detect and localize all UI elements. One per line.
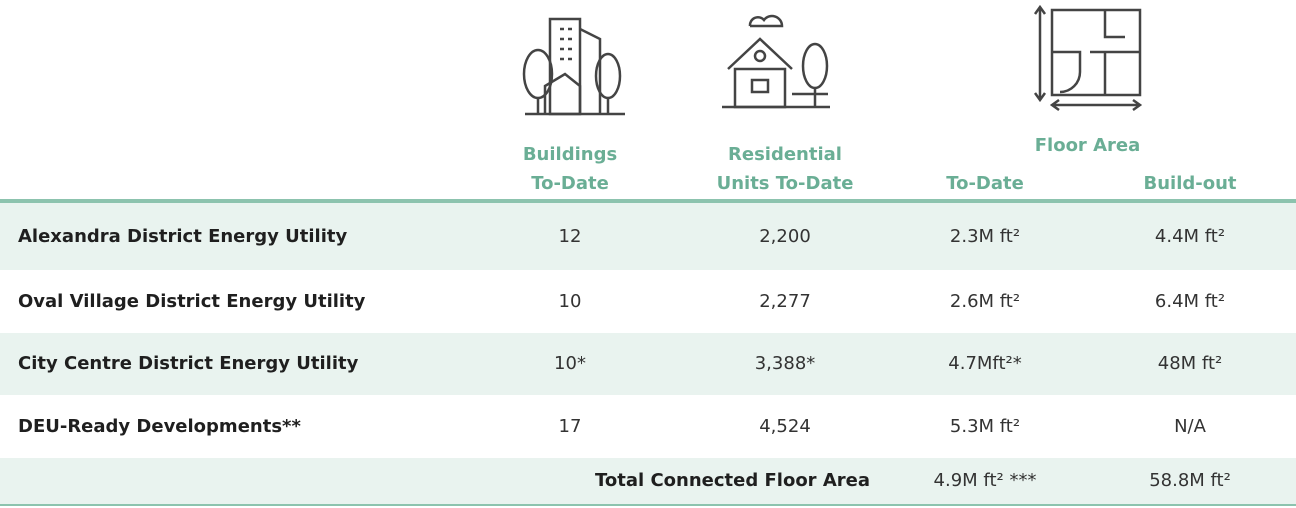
total-build-out: 58.8M ft²	[1149, 470, 1231, 491]
cell: 2.6M ft²	[949, 290, 1021, 312]
cell: 4.4M ft²	[1154, 225, 1226, 247]
cell: 6.4M ft²	[1154, 290, 1226, 312]
cell: 4.7Mft²*	[948, 353, 1022, 374]
buildings-icon	[522, 17, 625, 116]
cell: 2,277	[759, 290, 811, 312]
floor-plan-icon	[1033, 4, 1143, 112]
row-label: Oval Village District Energy Utility	[18, 290, 366, 312]
cell: 2,200	[759, 225, 811, 247]
total-to-date: 4.9M ft² ***	[933, 470, 1037, 491]
header-line: To-Date	[531, 173, 609, 194]
row-shade	[0, 203, 1296, 270]
row-label: City Centre District Energy Utility	[18, 353, 359, 374]
total-label: Total Connected Floor Area	[595, 470, 870, 491]
cell: 17	[558, 415, 582, 437]
header-line: Buildings	[522, 144, 618, 165]
build-out-header: Build-out	[1143, 173, 1237, 194]
cell: 48M ft²	[1157, 353, 1223, 374]
row-label: Alexandra District Energy Utility	[18, 225, 348, 247]
bottom-rule	[0, 504, 1296, 506]
cell: N/A	[1174, 415, 1206, 437]
residential-icon	[722, 14, 830, 109]
cell: 4,524	[759, 415, 811, 437]
cell: 10	[558, 290, 582, 312]
row-label: DEU-Ready Developments**	[18, 415, 301, 437]
cell: 5.3M ft²	[949, 415, 1021, 437]
to-date-header: To-Date	[946, 173, 1024, 194]
cell: 3,388*	[754, 353, 816, 374]
cell: 2.3M ft²	[949, 225, 1021, 247]
buildings-header: Buildings To-Date	[490, 140, 650, 198]
cell: 12	[558, 225, 582, 247]
total-shade	[0, 458, 1296, 504]
header-rule	[0, 199, 1296, 203]
header-line: Units To-Date	[716, 173, 854, 194]
header-line: Residential	[728, 144, 842, 165]
residential-header: Residential Units To-Date	[680, 140, 890, 198]
cell: 10*	[554, 353, 586, 374]
row-shade	[0, 333, 1296, 395]
floor-area-header: Floor Area	[1034, 135, 1141, 156]
